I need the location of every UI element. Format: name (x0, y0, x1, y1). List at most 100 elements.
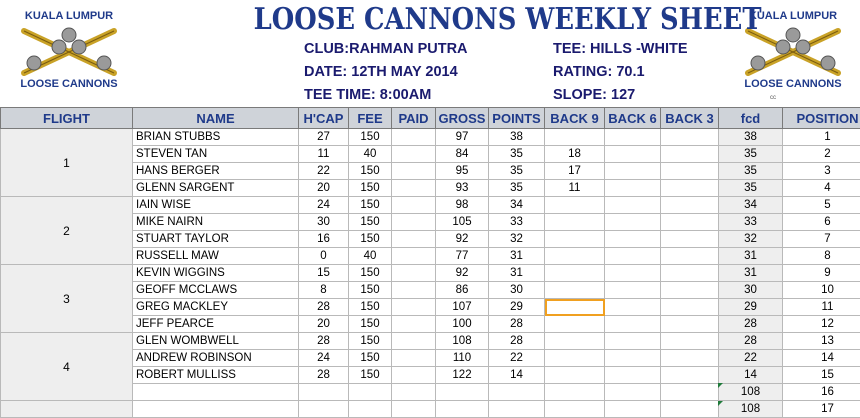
gross-cell[interactable]: 77 (436, 248, 489, 265)
back3-cell[interactable] (661, 146, 719, 163)
flight-cell[interactable] (1, 401, 133, 418)
paid-cell[interactable] (392, 282, 436, 299)
position-cell[interactable]: 1 (783, 129, 860, 146)
paid-cell[interactable] (392, 129, 436, 146)
gross-cell[interactable]: 100 (436, 316, 489, 333)
name-cell[interactable] (133, 384, 299, 401)
back3-cell[interactable] (661, 282, 719, 299)
back9-cell[interactable]: 11 (545, 180, 605, 197)
position-cell[interactable]: 4 (783, 180, 860, 197)
paid-cell[interactable] (392, 163, 436, 180)
header-gross[interactable]: GROSS (436, 108, 489, 129)
back6-cell[interactable] (605, 180, 661, 197)
points-cell[interactable]: 33 (489, 214, 545, 231)
header-hcap[interactable]: H'CAP (299, 108, 349, 129)
paid-cell[interactable] (392, 401, 436, 418)
points-cell[interactable]: 30 (489, 282, 545, 299)
back9-cell[interactable] (545, 350, 605, 367)
back3-cell[interactable] (661, 384, 719, 401)
fee-cell[interactable]: 150 (349, 333, 392, 350)
points-cell[interactable]: 35 (489, 163, 545, 180)
position-cell[interactable]: 12 (783, 316, 860, 333)
selected-cell[interactable] (545, 299, 605, 316)
points-cell[interactable]: 31 (489, 265, 545, 282)
back9-cell[interactable] (545, 214, 605, 231)
back9-cell[interactable]: 18 (545, 146, 605, 163)
position-cell[interactable]: 10 (783, 282, 860, 299)
name-cell[interactable]: RUSSELL MAW (133, 248, 299, 265)
back3-cell[interactable] (661, 299, 719, 316)
fcd-cell[interactable]: 34 (719, 197, 783, 214)
hcap-cell[interactable]: 28 (299, 333, 349, 350)
header-flight[interactable]: FLIGHT (1, 108, 133, 129)
back9-cell[interactable] (545, 197, 605, 214)
points-cell[interactable]: 34 (489, 197, 545, 214)
fee-cell[interactable]: 150 (349, 350, 392, 367)
hcap-cell[interactable]: 28 (299, 367, 349, 384)
fee-cell[interactable]: 150 (349, 282, 392, 299)
fee-cell[interactable]: 150 (349, 231, 392, 248)
position-cell[interactable]: 17 (783, 401, 860, 418)
points-cell[interactable]: 28 (489, 333, 545, 350)
gross-cell[interactable]: 108 (436, 333, 489, 350)
back3-cell[interactable] (661, 163, 719, 180)
name-cell[interactable]: ROBERT MULLISS (133, 367, 299, 384)
gross-cell[interactable]: 107 (436, 299, 489, 316)
back6-cell[interactable] (605, 231, 661, 248)
fee-cell[interactable]: 40 (349, 248, 392, 265)
header-back9[interactable]: BACK 9 (545, 108, 605, 129)
header-points[interactable]: POINTS (489, 108, 545, 129)
header-back6[interactable]: BACK 6 (605, 108, 661, 129)
position-cell[interactable]: 7 (783, 231, 860, 248)
gross-cell[interactable]: 105 (436, 214, 489, 231)
name-cell[interactable]: GREG MACKLEY (133, 299, 299, 316)
position-cell[interactable]: 14 (783, 350, 860, 367)
position-cell[interactable]: 8 (783, 248, 860, 265)
hcap-cell[interactable]: 27 (299, 129, 349, 146)
name-cell[interactable]: KEVIN WIGGINS (133, 265, 299, 282)
fcd-cell[interactable]: 32 (719, 231, 783, 248)
fee-cell[interactable]: 150 (349, 163, 392, 180)
header-back3[interactable]: BACK 3 (661, 108, 719, 129)
hcap-cell[interactable]: 11 (299, 146, 349, 163)
gross-cell[interactable]: 95 (436, 163, 489, 180)
flight-cell[interactable]: 4 (1, 333, 133, 401)
back6-cell[interactable] (605, 316, 661, 333)
fcd-cell[interactable]: 35 (719, 146, 783, 163)
back3-cell[interactable] (661, 265, 719, 282)
hcap-cell[interactable]: 20 (299, 316, 349, 333)
fee-cell[interactable]: 40 (349, 146, 392, 163)
hcap-cell[interactable]: 24 (299, 197, 349, 214)
paid-cell[interactable] (392, 333, 436, 350)
gross-cell[interactable] (436, 401, 489, 418)
flight-cell[interactable]: 2 (1, 197, 133, 265)
fee-cell[interactable] (349, 401, 392, 418)
paid-cell[interactable] (392, 350, 436, 367)
gross-cell[interactable] (436, 384, 489, 401)
back9-cell[interactable] (545, 367, 605, 384)
name-cell[interactable]: STEVEN TAN (133, 146, 299, 163)
name-cell[interactable]: BRIAN STUBBS (133, 129, 299, 146)
back6-cell[interactable] (605, 367, 661, 384)
name-cell[interactable]: MIKE NAIRN (133, 214, 299, 231)
header-fcd[interactable]: fcd (719, 108, 783, 129)
back6-cell[interactable] (605, 163, 661, 180)
points-cell[interactable]: 32 (489, 231, 545, 248)
gross-cell[interactable]: 92 (436, 265, 489, 282)
back9-cell[interactable] (545, 231, 605, 248)
hcap-cell[interactable]: 0 (299, 248, 349, 265)
flight-cell[interactable]: 1 (1, 129, 133, 197)
paid-cell[interactable] (392, 299, 436, 316)
back6-cell[interactable] (605, 299, 661, 316)
hcap-cell[interactable] (299, 384, 349, 401)
position-cell[interactable]: 11 (783, 299, 860, 316)
hcap-cell[interactable]: 28 (299, 299, 349, 316)
fee-cell[interactable]: 150 (349, 299, 392, 316)
name-cell[interactable]: GEOFF MCCLAWS (133, 282, 299, 299)
back6-cell[interactable] (605, 282, 661, 299)
back9-cell[interactable]: 17 (545, 163, 605, 180)
back6-cell[interactable] (605, 265, 661, 282)
gross-cell[interactable]: 110 (436, 350, 489, 367)
back3-cell[interactable] (661, 214, 719, 231)
fee-cell[interactable]: 150 (349, 129, 392, 146)
